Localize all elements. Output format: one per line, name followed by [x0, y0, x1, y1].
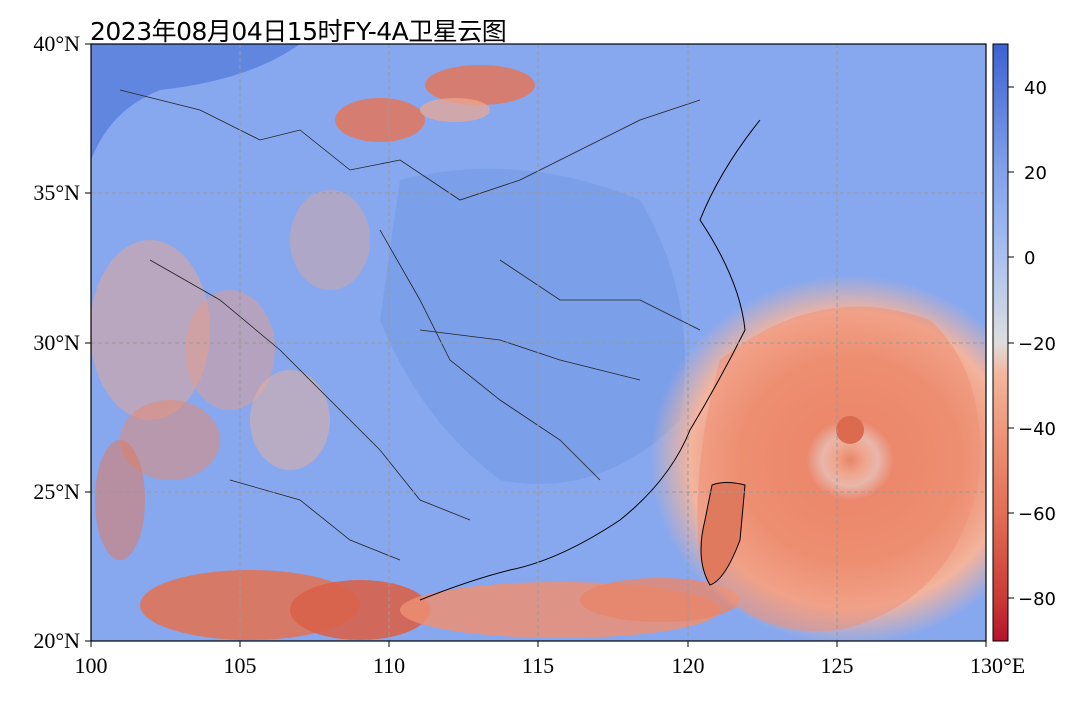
map-title: 2023年08月04日15时FY-4A卫星云图 — [90, 17, 507, 46]
lon-tick-label: 125 — [821, 653, 854, 678]
lon-tick-label: 120 — [672, 653, 705, 678]
lat-tick-label: 25°N — [33, 479, 80, 504]
lat-tick-label: 40°N — [33, 31, 80, 56]
colorbar-gradient — [992, 43, 1009, 642]
colorbar-tick-label: 0 — [1024, 248, 1035, 269]
lat-axis: 40°N 35°N 30°N 25°N 20°N — [33, 31, 91, 653]
lon-tick-label: 100 — [75, 653, 108, 678]
lon-tick-label: 110 — [373, 653, 405, 678]
lon-tick-label: 130°E — [970, 653, 1025, 678]
lat-tick-label: 30°N — [33, 330, 80, 355]
lon-tick-label: 115 — [522, 653, 554, 678]
colorbar-tick-label: 40 — [1024, 78, 1047, 99]
gridlines — [91, 44, 986, 641]
lon-axis: 100 105 110 115 120 125 130°E — [75, 641, 1025, 678]
colorbar-tick-label: 20 — [1024, 163, 1047, 184]
colorbar-tick-label: −40 — [1018, 419, 1056, 440]
colorbar-tick-label: −80 — [1018, 589, 1056, 610]
satellite-image — [91, 44, 986, 641]
colorbar-tick-label: −20 — [1018, 334, 1056, 355]
colorbar-tick-label: −60 — [1018, 504, 1056, 525]
lat-tick-label: 35°N — [33, 180, 80, 205]
lon-tick-label: 105 — [224, 653, 257, 678]
lat-tick-label: 20°N — [33, 628, 80, 653]
colorbar: 40 20 0 −20 −40 −60 −80 — [992, 43, 1056, 642]
